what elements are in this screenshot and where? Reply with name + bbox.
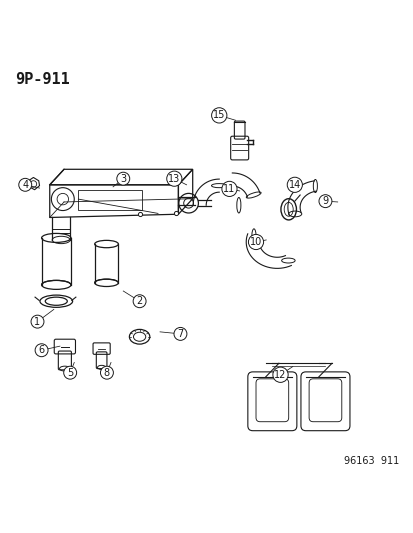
Text: 96163  911: 96163 911 [343, 456, 398, 466]
Text: 4: 4 [22, 180, 28, 190]
Text: 13: 13 [168, 174, 180, 184]
Text: 11: 11 [223, 184, 235, 194]
Text: 7: 7 [177, 329, 183, 339]
Text: 10: 10 [249, 237, 261, 247]
Text: 15: 15 [213, 110, 225, 120]
Text: 14: 14 [288, 180, 300, 190]
Text: 6: 6 [38, 345, 45, 355]
Text: 9P-911: 9P-911 [15, 72, 70, 87]
Text: 3: 3 [120, 174, 126, 184]
Text: 12: 12 [274, 370, 286, 379]
Text: 8: 8 [104, 368, 110, 378]
Text: 9: 9 [322, 196, 328, 206]
Text: 2: 2 [136, 296, 142, 306]
Text: 1: 1 [34, 317, 40, 327]
Text: 5: 5 [67, 368, 73, 378]
